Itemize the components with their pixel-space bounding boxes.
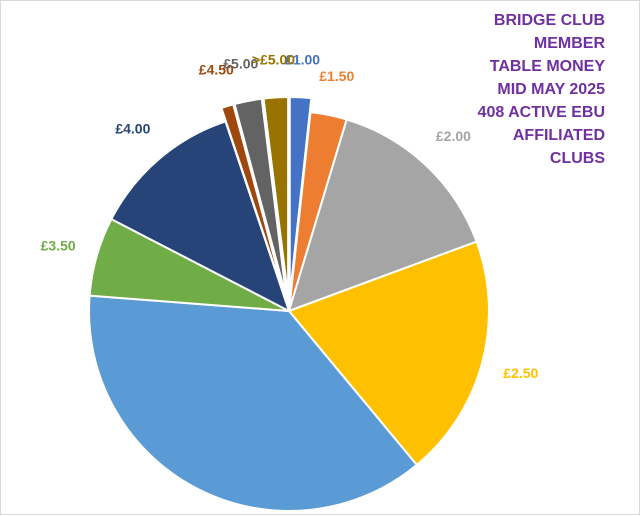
pie-slice [287, 118, 478, 313]
slice-label: £2.00 [436, 128, 471, 144]
chart-title-line-1: BRIDGE CLUB [493, 12, 605, 29]
slice-label: >£5.00 [252, 51, 295, 67]
chart-title-line-6: AFFILIATED [512, 127, 605, 144]
slice-label: £5.00 [223, 56, 258, 72]
slice-label: £2.50 [503, 365, 538, 381]
pie-slice [220, 103, 286, 298]
slice-label: £3.50 [41, 237, 76, 253]
pie-slice [88, 294, 419, 512]
pie-slice [110, 120, 291, 314]
slice-label: £1.00 [285, 51, 320, 67]
chart-title-line-2: MEMBER [533, 35, 605, 52]
chart-title-line-5: 408 ACTIVE EBU [477, 104, 605, 121]
chart-title-line-7: CLUBS [549, 150, 605, 167]
chart-title-line-3: TABLE MONEY [489, 58, 605, 75]
chart-title-line-4: MID MAY 2025 [497, 81, 605, 98]
slice-label: £4.00 [115, 121, 150, 137]
pie-slice [287, 240, 490, 467]
pie-slice [233, 97, 288, 298]
slice-label: £4.50 [199, 62, 234, 78]
pie-slice [262, 96, 290, 298]
slice-label: £1.50 [319, 68, 354, 84]
